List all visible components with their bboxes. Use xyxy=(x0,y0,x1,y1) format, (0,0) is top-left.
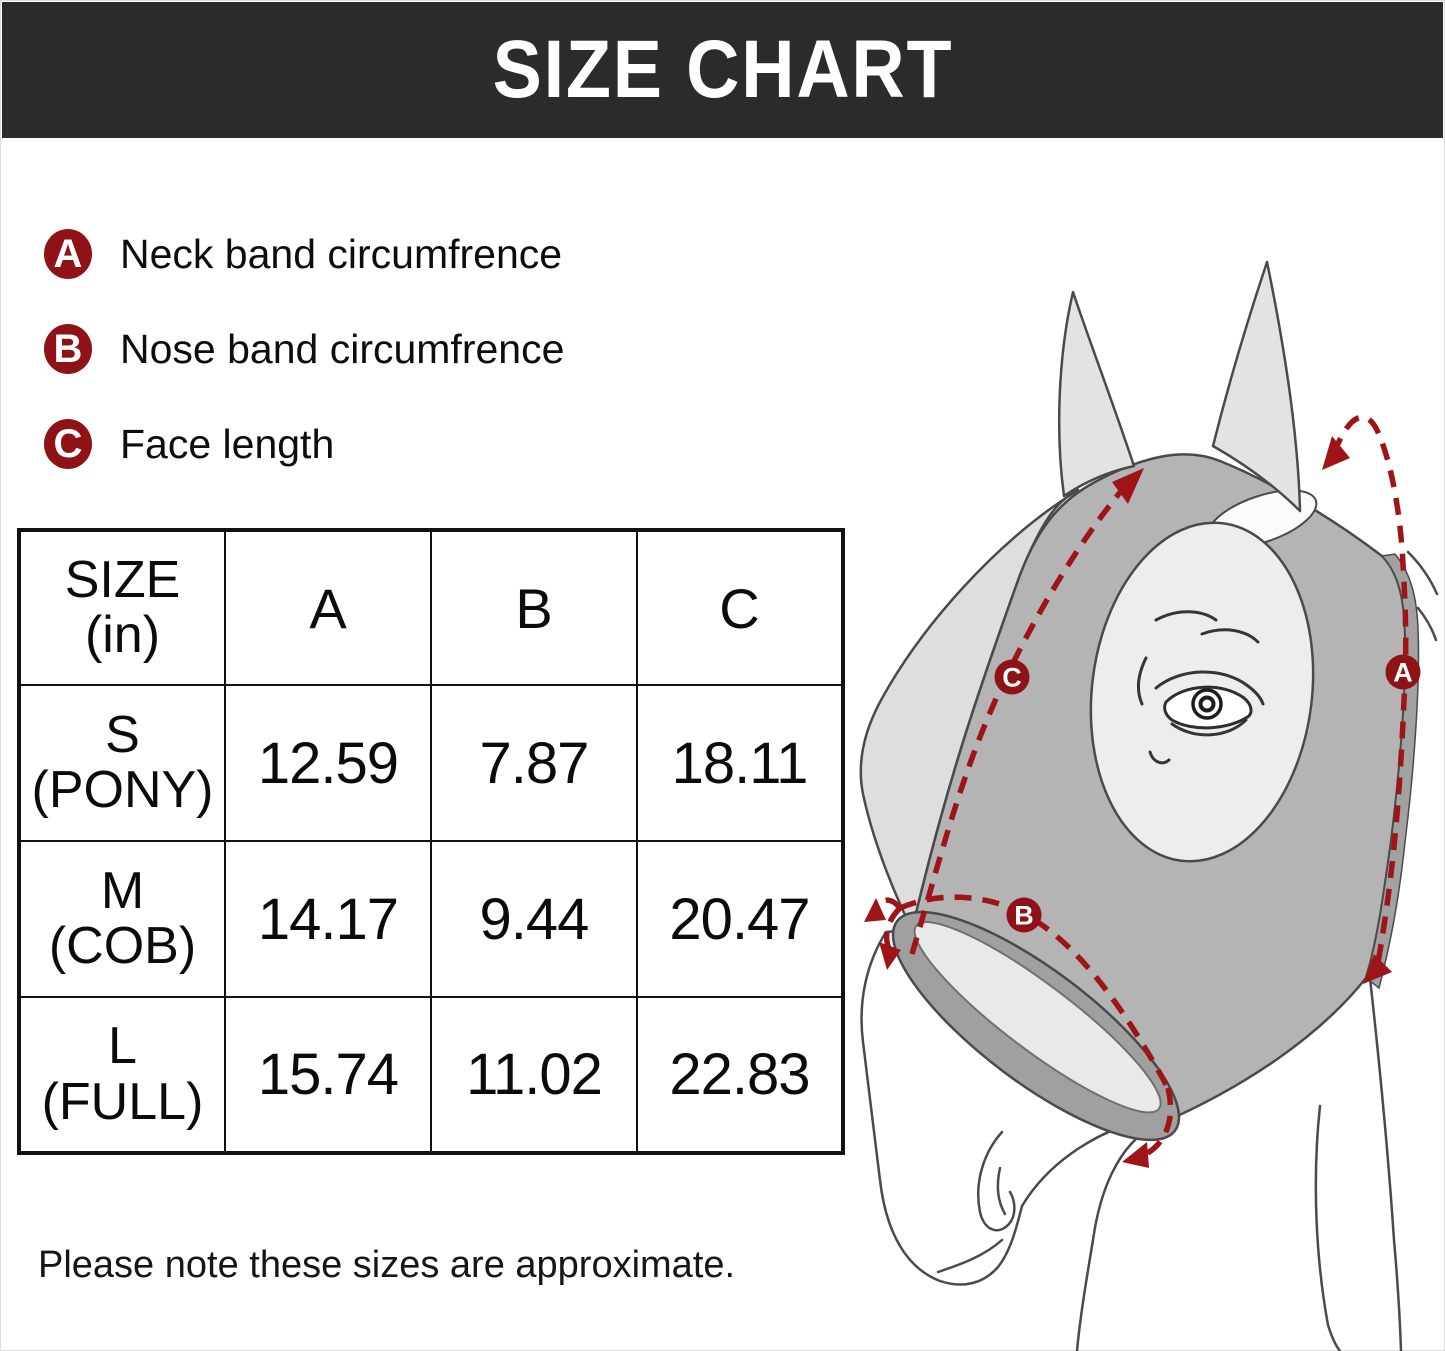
row-label-m: M (COB) xyxy=(18,840,226,998)
svg-text:B: B xyxy=(1014,901,1034,931)
nostril-line xyxy=(977,1130,1016,1232)
col-header-c: C xyxy=(636,529,844,686)
table-row: L (FULL) 15.74 11.02 22.83 xyxy=(18,996,844,1154)
legend-label-b: Nose band circumfrence xyxy=(120,325,565,372)
measurement-legend: A Neck band circumfrence B Nose band cir… xyxy=(44,229,564,469)
value-l-c: 22.83 xyxy=(636,996,844,1154)
value-l-a: 15.74 xyxy=(224,996,432,1154)
left-ear xyxy=(1057,290,1136,498)
measure-badge-a: A xyxy=(1385,654,1421,690)
legend-item-b: B Nose band circumfrence xyxy=(44,324,564,374)
svg-text:C: C xyxy=(1002,663,1022,693)
legend-label-a: Neck band circumfrence xyxy=(120,230,563,277)
table-header-row: SIZE (in) A B C xyxy=(18,529,844,686)
legend-label-c: Face length xyxy=(120,420,335,467)
arrowheads xyxy=(864,436,1392,1168)
value-m-a: 14.17 xyxy=(224,840,432,998)
row-label-l: L (FULL) xyxy=(18,996,226,1154)
eye-opening xyxy=(1089,521,1315,863)
muzzle xyxy=(860,928,1164,1286)
svg-text:A: A xyxy=(1393,658,1413,688)
table-row: M (COB) 14.17 9.44 20.47 xyxy=(18,840,844,998)
col-header-a: A xyxy=(224,529,432,686)
neck-outline xyxy=(1075,976,1403,1351)
value-m-c: 20.47 xyxy=(636,840,844,998)
size-header-cell: SIZE (in) xyxy=(18,529,226,686)
measure-badge-c: C xyxy=(994,659,1030,695)
measure-line-a xyxy=(1331,414,1409,969)
header-bar: SIZE CHART xyxy=(2,2,1443,138)
page-title: SIZE CHART xyxy=(492,24,953,115)
row-label-s: S (PONY) xyxy=(18,684,226,842)
horse-fly-mask-illustration: A B C xyxy=(859,260,1439,1351)
approximate-sizes-note: Please note these sizes are approximate. xyxy=(38,1244,736,1286)
legend-item-a: A Neck band circumfrence xyxy=(44,229,564,279)
badge-a-icon: A xyxy=(44,229,92,279)
measure-badge-b: B xyxy=(1006,897,1042,933)
value-m-b: 9.44 xyxy=(430,840,638,998)
measurement-lines xyxy=(864,414,1409,1168)
value-s-a: 12.59 xyxy=(224,684,432,842)
nose-band xyxy=(891,910,1181,1142)
value-l-b: 11.02 xyxy=(430,996,638,1154)
legend-item-c: C Face length xyxy=(44,419,564,469)
eye-sketch xyxy=(1137,610,1265,765)
badge-c-icon: C xyxy=(44,419,92,469)
mouth-line xyxy=(936,1238,1004,1274)
table-row: S (PONY) 12.59 7.87 18.11 xyxy=(18,684,844,842)
measure-line-c xyxy=(909,488,1125,955)
mane-sketch xyxy=(1406,550,1439,642)
value-s-b: 7.87 xyxy=(430,684,638,842)
size-table: SIZE (in) A B C S (PONY) 12.59 7.87 18.1… xyxy=(17,528,845,1155)
value-s-c: 18.11 xyxy=(636,684,844,842)
col-header-b: B xyxy=(430,529,638,686)
badge-b-icon: B xyxy=(44,324,92,374)
right-ear xyxy=(1211,260,1302,513)
